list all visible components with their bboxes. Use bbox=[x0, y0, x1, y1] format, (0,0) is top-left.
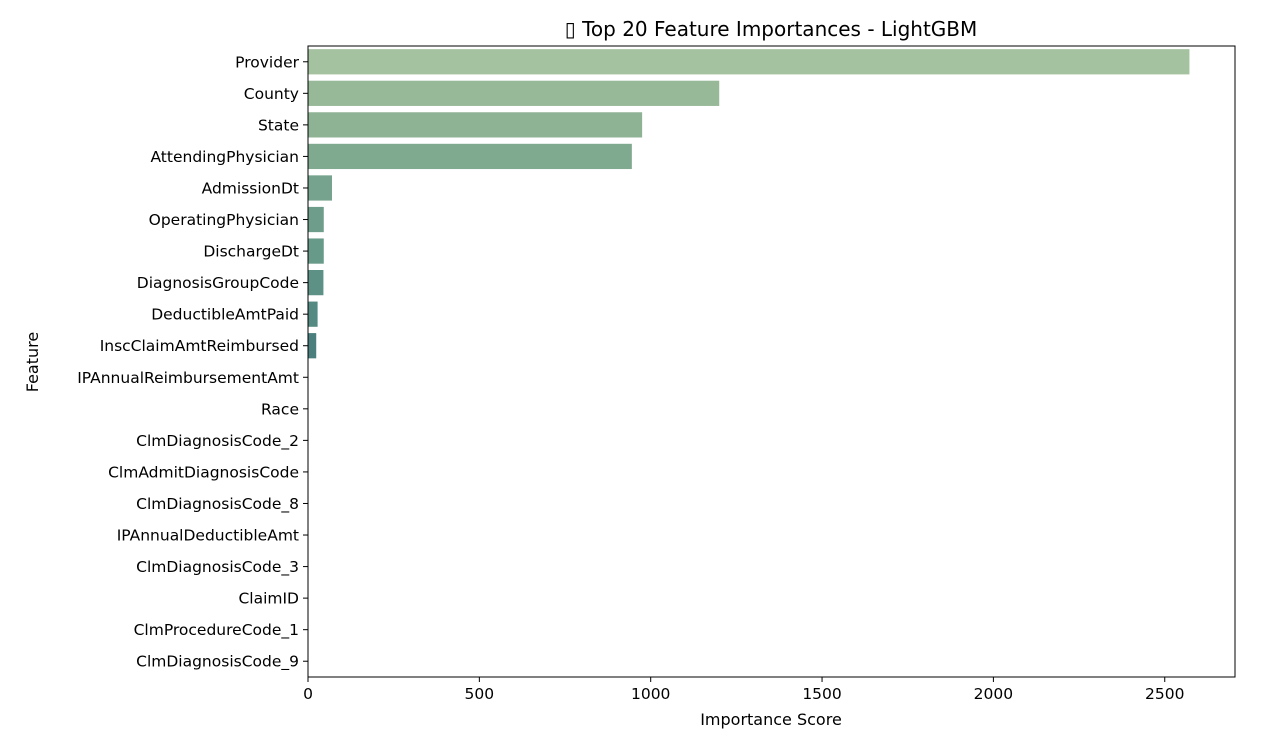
y-tick-label: County bbox=[244, 85, 299, 103]
bars-group bbox=[308, 49, 1190, 359]
y-tick-label: InscClaimAmtReimbursed bbox=[100, 337, 299, 355]
plot-frame bbox=[307, 45, 1236, 678]
y-tick-label: Provider bbox=[235, 53, 299, 71]
bar-attendingphysician bbox=[308, 143, 632, 170]
bar-provider bbox=[308, 49, 1190, 75]
bar-admissiondt bbox=[308, 175, 332, 201]
bar-county bbox=[308, 80, 720, 106]
y-tick-label: ClmProcedureCode_1 bbox=[134, 621, 299, 640]
bar-dischargedt bbox=[308, 238, 324, 264]
x-axis-label: Importance Score bbox=[700, 710, 842, 729]
y-tick-label: ClmDiagnosisCode_2 bbox=[136, 432, 299, 451]
y-tick-label: State bbox=[258, 116, 299, 134]
x-tick-label: 1500 bbox=[802, 685, 841, 703]
x-ticks: 0 500 1000 1500 2000 2500 bbox=[303, 677, 1184, 703]
y-tick-label: Race bbox=[261, 400, 299, 418]
y-tick-label: AdmissionDt bbox=[202, 179, 299, 197]
y-tick-label: DeductibleAmtPaid bbox=[151, 306, 299, 324]
chart-title: ▯ Top 20 Feature Importances - LightGBM bbox=[565, 17, 978, 41]
bar-diagnosisgroupcode bbox=[308, 270, 324, 296]
y-tick-label: ClaimID bbox=[238, 590, 299, 608]
y-axis-label: Feature bbox=[23, 332, 42, 392]
y-tick-label: ClmDiagnosisCode_3 bbox=[136, 558, 299, 577]
x-tick-label: 500 bbox=[465, 685, 495, 703]
x-tick-label: 2500 bbox=[1145, 685, 1184, 703]
bar-deductibleamtpaid bbox=[308, 301, 318, 327]
y-tick-label: DiagnosisGroupCode bbox=[137, 274, 299, 292]
bar-operatingphysician bbox=[308, 206, 324, 233]
bar-state bbox=[308, 112, 643, 138]
x-tick-label: 2000 bbox=[974, 685, 1013, 703]
y-tick-label: AttendingPhysician bbox=[150, 148, 299, 166]
y-tick-labels: Provider County State AttendingPhysician Adm… bbox=[77, 53, 308, 672]
x-tick-label: 1000 bbox=[631, 685, 670, 703]
y-tick-label: ClmDiagnosisCode_8 bbox=[136, 495, 299, 514]
y-tick-label: IPAnnualDeductibleAmt bbox=[117, 527, 299, 545]
x-tick-label: 0 bbox=[303, 685, 313, 703]
y-tick-label: OperatingPhysician bbox=[149, 211, 299, 229]
y-tick-label: IPAnnualReimbursementAmt bbox=[77, 369, 299, 387]
bar-inscclaimamtreimbursed bbox=[308, 333, 317, 359]
y-tick-label: ClmDiagnosisCode_9 bbox=[136, 653, 299, 672]
y-tick-label: ClmAdmitDiagnosisCode bbox=[108, 463, 299, 481]
y-tick-label: DischargeDt bbox=[203, 243, 299, 261]
